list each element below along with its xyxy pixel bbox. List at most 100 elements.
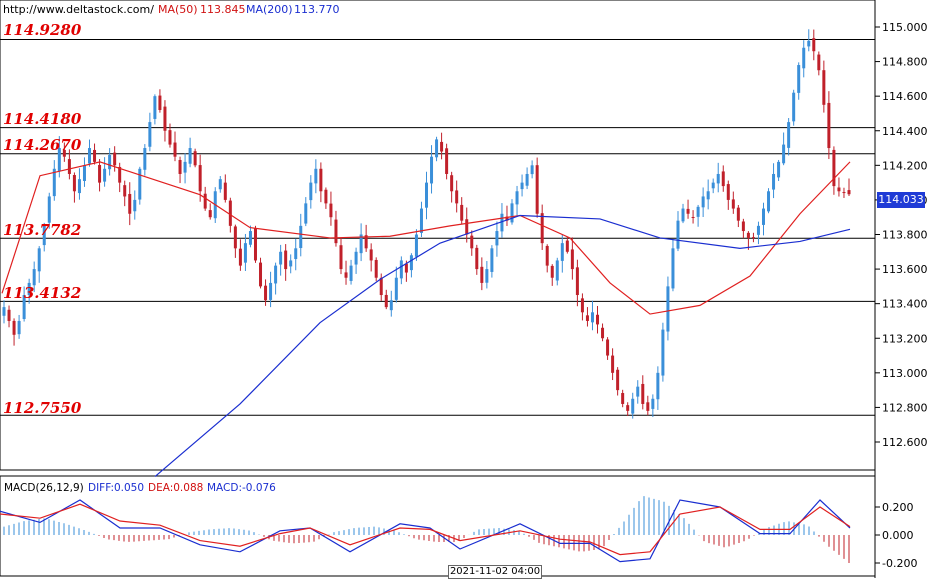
candle-body [158, 95, 162, 110]
candle-body [334, 219, 338, 244]
candle-body [143, 148, 147, 170]
price-tick-label: 113.400 [882, 298, 928, 311]
level-label: 114.9280 [3, 21, 82, 39]
candle-body [37, 248, 41, 272]
candle-body [369, 249, 373, 261]
candle-body [404, 263, 408, 273]
price-tick-label: 115.000 [882, 21, 928, 34]
candle-body [726, 184, 730, 200]
candle-body [57, 148, 61, 172]
candle-body [520, 182, 524, 190]
candle-body [329, 203, 333, 218]
candles [2, 29, 851, 419]
candle-body [696, 206, 700, 217]
candle-body [756, 225, 760, 235]
candle-body [12, 320, 16, 335]
candle-body [455, 190, 459, 204]
candle-body [128, 193, 132, 214]
candle-body [560, 243, 564, 261]
candle-body [505, 216, 509, 221]
candle-body [842, 192, 846, 194]
source-url[interactable]: http://www.deltastock.com/ [3, 3, 154, 16]
candle-body [490, 248, 494, 272]
candle-body [248, 231, 252, 245]
candle-body [399, 260, 403, 279]
candle-body [545, 245, 549, 266]
candle-body [510, 203, 514, 223]
candle-body [515, 191, 519, 205]
candle-body [440, 141, 444, 152]
candle-body [379, 277, 383, 296]
ma200-line [154, 214, 851, 478]
candle-body [173, 142, 177, 157]
candle-body [746, 232, 750, 238]
candle-body [344, 272, 348, 278]
macd-dea: DEA:0.088 [148, 482, 204, 494]
level-label: 114.2670 [3, 136, 82, 154]
candle-body [364, 235, 368, 249]
candle-body [42, 225, 46, 246]
candle-body [103, 168, 107, 182]
candle-body [782, 144, 786, 164]
candle-body [686, 208, 690, 214]
level-label: 114.4180 [3, 110, 82, 128]
candle-body [621, 393, 625, 404]
candle-body [188, 148, 192, 164]
candle-body [93, 149, 97, 162]
level-label: 113.7782 [3, 221, 82, 239]
candle-body [671, 248, 675, 289]
candle-body [485, 269, 489, 283]
macd-value: MACD:-0.076 [207, 482, 276, 494]
candle-body [706, 191, 710, 200]
candle-body [666, 286, 670, 332]
candle-body [460, 204, 464, 221]
candle-body [123, 185, 127, 197]
candle-body [259, 262, 263, 287]
candle-body [797, 65, 801, 93]
ma50-label: MA(50) [158, 3, 198, 16]
candle-body [787, 122, 791, 148]
candle-body [208, 210, 212, 218]
candle-body [178, 159, 182, 174]
candle-body [32, 269, 36, 286]
candle-body [656, 372, 660, 400]
candle-body [741, 221, 745, 232]
candle-body [596, 314, 600, 325]
candle-body [409, 255, 413, 271]
candle-body [274, 265, 278, 284]
candle-body [7, 309, 11, 321]
level-label: 113.4132 [3, 284, 82, 302]
candle-body [243, 243, 247, 263]
candle-body [802, 47, 806, 69]
candle-body [294, 248, 298, 260]
candle-body [555, 260, 559, 281]
candle-body [565, 240, 569, 252]
diff-line [0, 499, 851, 563]
candle-body [445, 148, 449, 174]
candle-body [354, 251, 358, 265]
candle-body [72, 175, 76, 192]
candle-body [817, 54, 821, 71]
candle-body [374, 259, 378, 278]
candle-body [253, 228, 257, 261]
level-label: 112.7550 [3, 399, 82, 417]
macd-axis: 0.200 0.000 -0.200 [875, 501, 917, 570]
candle-body [430, 156, 434, 184]
candle-body [269, 282, 273, 300]
ma200-label: MA(200) [246, 3, 293, 16]
candle-body [731, 199, 735, 209]
candle-body [163, 106, 167, 131]
price-tick-label: 113.200 [882, 332, 928, 345]
candle-body [389, 300, 393, 311]
candle-body [585, 315, 589, 321]
candle-body [414, 234, 418, 257]
candle-body [324, 189, 328, 204]
macd-panel [0, 475, 876, 577]
candle-body [133, 199, 137, 212]
candle-body [153, 96, 157, 119]
candle-body [651, 398, 655, 409]
dea-line [0, 503, 851, 556]
candle-body [62, 149, 66, 157]
current-price-tag: 114.033 [877, 192, 925, 208]
